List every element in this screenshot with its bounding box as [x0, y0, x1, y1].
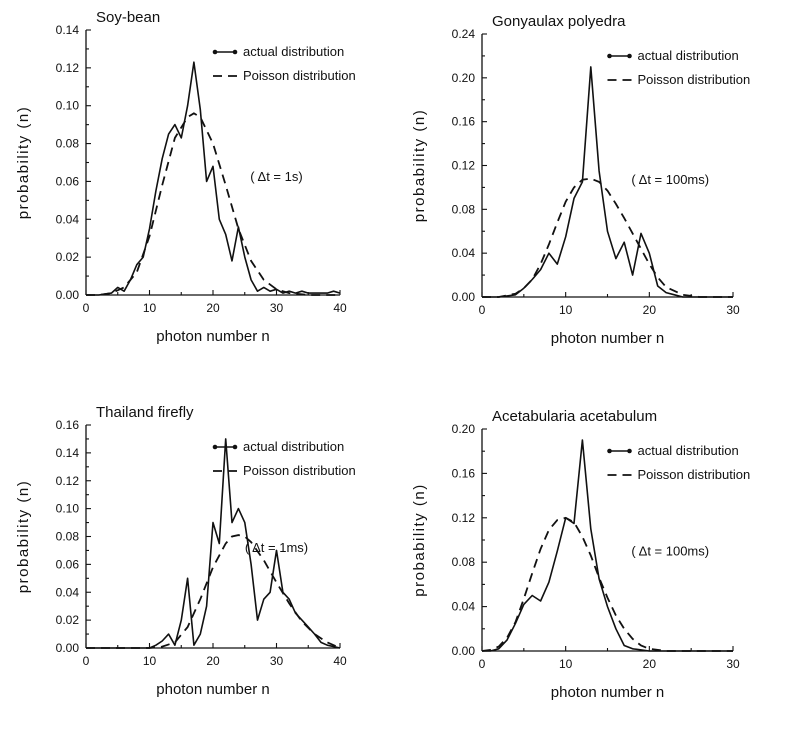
chart-title: Gonyaulax polyedra	[492, 13, 626, 30]
y-axis-label: probability (n)	[15, 106, 32, 219]
x-tick-label: 40	[333, 654, 347, 668]
y-axis-label: probability (n)	[15, 480, 32, 593]
y-tick-label: 0.04	[56, 585, 80, 599]
delta-t-annotation: ( Δt = 1s)	[250, 169, 302, 184]
chart-title: Soy-bean	[96, 9, 160, 26]
y-tick-label: 0.14	[56, 23, 80, 37]
legend-actual-marker-left	[607, 53, 612, 59]
delta-t-annotation: ( Δt = 100ms)	[631, 172, 709, 187]
x-tick-label: 10	[559, 303, 573, 317]
delta-t-annotation: ( Δt = 1ms)	[245, 540, 308, 555]
y-tick-label: 0.08	[452, 202, 476, 216]
y-tick-label: 0.12	[56, 61, 80, 75]
x-tick-label: 20	[643, 303, 657, 317]
actual-distribution-line	[86, 438, 341, 649]
legend: actual distribution Poisson distribution	[607, 443, 750, 482]
x-axis-label: photon number n	[551, 684, 664, 701]
y-tick-label: 0.00	[452, 290, 476, 304]
y-tick-label: 0.04	[56, 212, 80, 226]
legend-poisson-label: Poisson distribution	[638, 467, 751, 482]
y-tick-label: 0.02	[56, 250, 80, 264]
y-tick-label: 0.04	[452, 600, 476, 614]
legend-actual-label: actual distribution	[638, 48, 739, 63]
x-tick-label: 0	[83, 654, 90, 668]
poisson-distribution-line	[86, 534, 341, 649]
y-tick-label: 0.04	[452, 246, 476, 260]
y-tick-label: 0.00	[56, 641, 80, 655]
y-tick-label: 0.00	[56, 288, 80, 302]
x-tick-label: 30	[270, 654, 284, 668]
legend-actual-marker-left	[212, 444, 218, 450]
y-tick-label: 0.20	[452, 422, 476, 436]
x-tick-label: 0	[479, 657, 486, 671]
delta-t-annotation: ( Δt = 100ms)	[631, 544, 709, 559]
y-tick-label: 0.06	[56, 557, 80, 571]
x-tick-label: 30	[270, 301, 284, 315]
x-axis-label: photon number n	[156, 681, 269, 698]
chart-panel-4: 0.00 0.04 0.08 0.12 0.16 0.20 0 10 20 30 Acetabula…	[411, 408, 750, 701]
legend-actual-marker-right	[232, 49, 238, 55]
legend-actual-marker-left	[212, 49, 218, 55]
y-tick-label: 0.08	[56, 530, 80, 544]
y-tick-label: 0.10	[56, 99, 80, 113]
y-tick-label: 0.12	[56, 474, 80, 488]
legend: actual distribution Poisson distribution	[607, 48, 750, 87]
x-tick-label: 10	[559, 657, 573, 671]
y-tick-label: 0.08	[452, 555, 476, 569]
legend-poisson-label: Poisson distribution	[638, 72, 751, 87]
actual-distribution-line	[86, 61, 341, 296]
x-tick-label: 0	[479, 303, 486, 317]
poisson-distribution-line	[481, 516, 733, 652]
legend: actual distribution Poisson distribution	[212, 44, 356, 83]
chart-title: Thailand firefly	[96, 404, 194, 421]
chart-panel-1: 0.00 0.02 0.04 0.06 0.08 0.10 0.12 0.14 0 10 20 30 4…	[15, 9, 356, 345]
y-tick-label: 0.16	[452, 115, 476, 129]
y-axis-label: probability (n)	[411, 109, 428, 222]
x-tick-label: 30	[726, 657, 740, 671]
x-tick-label: 20	[206, 301, 220, 315]
y-tick-label: 0.10	[56, 502, 80, 516]
x-tick-label: 20	[206, 654, 220, 668]
legend-poisson-label: Poisson distribution	[243, 463, 356, 478]
legend-poisson-label: Poisson distribution	[243, 68, 356, 83]
y-tick-label: 0.20	[452, 71, 476, 85]
y-tick-label: 0.00	[452, 644, 476, 658]
y-tick-label: 0.02	[56, 613, 80, 627]
y-tick-label: 0.06	[56, 174, 80, 188]
y-tick-label: 0.24	[452, 27, 476, 41]
y-tick-label: 0.12	[452, 159, 476, 173]
x-tick-label: 0	[83, 301, 90, 315]
chart-panel-3: 0.00 0.02 0.04 0.06 0.08 0.10 0.12 0.14 0.16 0 10 2…	[15, 404, 356, 698]
poisson-distribution-line	[86, 112, 340, 296]
legend-actual-marker-left	[607, 448, 612, 454]
chart-panel-2: 0.00 0.04 0.08 0.12 0.16 0.20 0.24 0 10 20 30 Gonya…	[411, 13, 750, 347]
y-tick-label: 0.08	[56, 137, 80, 151]
x-axis-label: photon number n	[156, 328, 269, 345]
y-tick-label: 0.16	[56, 418, 80, 432]
chart-title: Acetabularia acetabulum	[492, 408, 657, 425]
x-tick-label: 30	[726, 303, 740, 317]
legend-actual-marker-right	[232, 444, 238, 450]
legend: actual distribution Poisson distribution	[212, 439, 356, 478]
x-tick-label: 40	[333, 301, 347, 315]
legend-actual-marker-right	[627, 448, 632, 454]
y-axis-label: probability (n)	[411, 483, 428, 596]
x-tick-label: 10	[143, 654, 157, 668]
y-tick-label: 0.14	[56, 446, 80, 460]
legend-actual-label: actual distribution	[243, 439, 344, 454]
legend-actual-label: actual distribution	[638, 443, 739, 458]
y-tick-label: 0.16	[452, 466, 476, 480]
x-axis-label: photon number n	[551, 330, 664, 347]
y-tick-label: 0.12	[452, 511, 476, 525]
legend-actual-label: actual distribution	[243, 44, 344, 59]
x-tick-label: 10	[143, 301, 157, 315]
legend-actual-marker-right	[627, 53, 632, 59]
poisson-distribution-line	[482, 177, 733, 298]
x-tick-label: 20	[643, 657, 657, 671]
